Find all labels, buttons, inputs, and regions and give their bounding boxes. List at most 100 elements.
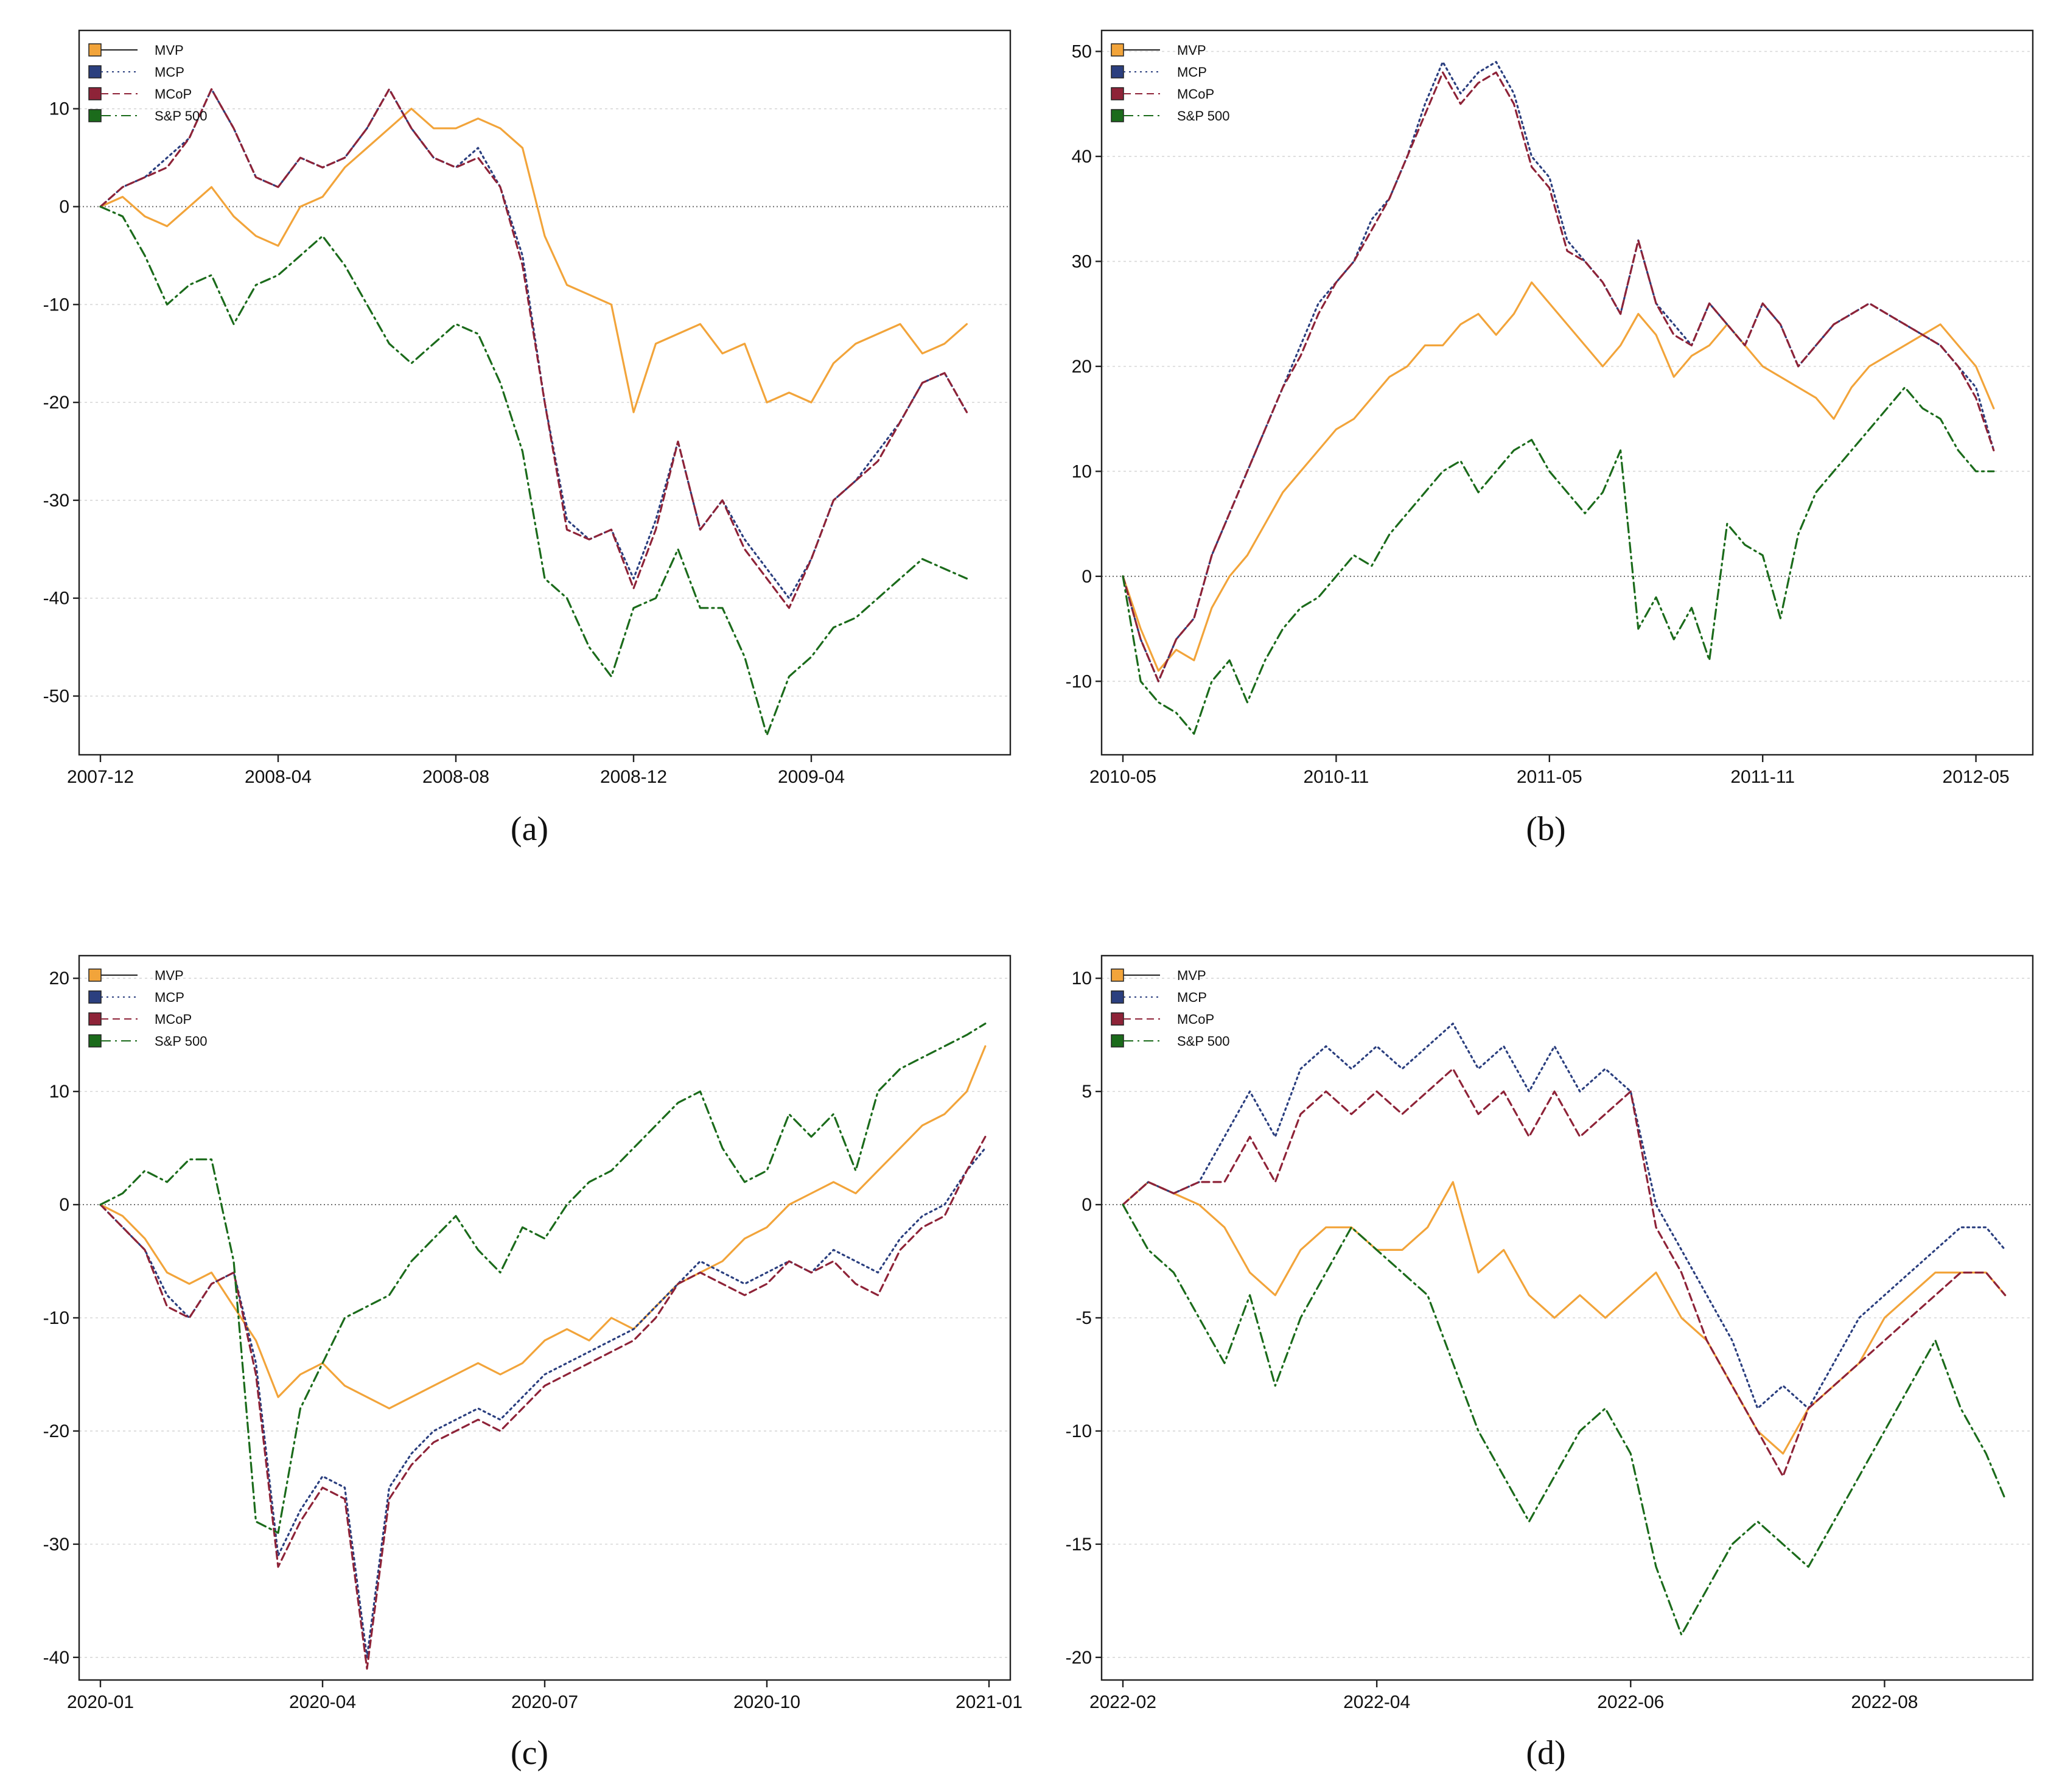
legend-swatch	[88, 968, 102, 982]
chart-d: 10 5 0 -5 -10 -15 -20 2022-02 2022-04 2022-06 2022…	[1066, 954, 2034, 1712]
series-mcop	[1122, 1068, 2007, 1477]
y-tick-label: 0	[1082, 1195, 1092, 1215]
y-tick-label: 10	[1072, 461, 1092, 481]
chart-panel-c: 20 10 0 -10 -20 -30 -40 2020-01 2020-04 2020-07 20…	[37, 950, 1035, 1729]
plot-frame	[78, 29, 1012, 756]
legend-label: MCP	[1177, 990, 1207, 1005]
y-tick-label: -10	[43, 295, 69, 315]
caption-c: (c)	[510, 1734, 549, 1772]
x-tick-label: 2020-01	[67, 1692, 134, 1712]
series-mvp	[1122, 281, 1995, 672]
legend-label: MCP	[1177, 65, 1207, 80]
series-mcop	[1122, 71, 1995, 682]
y-tick-label: -15	[1066, 1535, 1092, 1555]
y-tick-label: -30	[43, 491, 69, 511]
x-tick-label: 2020-10	[733, 1692, 800, 1712]
series-mcop	[99, 1135, 987, 1670]
legend-swatch	[1111, 109, 1124, 122]
x-tick-label: 2020-07	[511, 1692, 578, 1712]
y-tick-label: -10	[1066, 671, 1092, 691]
legend-swatch	[1111, 43, 1124, 57]
y-tick-label: -5	[1075, 1308, 1092, 1328]
legend-label: MCoP	[1177, 86, 1214, 102]
caption-b: (b)	[1526, 810, 1566, 848]
y-tick-label: 0	[59, 1195, 69, 1215]
series-mvp	[99, 1045, 987, 1410]
caption-a: (a)	[510, 810, 549, 848]
series-mvp	[99, 108, 968, 413]
legend-swatch	[1111, 968, 1124, 982]
series-mvp	[1122, 1181, 2007, 1455]
y-tick-label: -10	[1066, 1421, 1092, 1441]
series-s-p-500	[99, 205, 968, 737]
series-s-p-500	[99, 1022, 987, 1534]
legend-swatch	[1111, 65, 1124, 79]
chart-panel-d: 10 5 0 -5 -10 -15 -20 2022-02 2022-04 2022-06 2022…	[1059, 950, 2057, 1729]
chart-c: 20 10 0 -10 -20 -30 -40 2020-01 2020-04 2020-07 20…	[43, 954, 1022, 1712]
y-tick-label: -40	[43, 1648, 69, 1668]
legend-label: MCoP	[1177, 1012, 1214, 1027]
y-tick-label: 5	[1082, 1082, 1092, 1102]
legend-swatch	[1111, 990, 1124, 1004]
series-s-p-500	[1122, 1203, 2007, 1636]
x-tick-label: 2008-12	[600, 767, 667, 787]
legend-label: S&P 500	[155, 1034, 207, 1049]
legend-swatch	[1111, 1012, 1124, 1026]
y-tick-label: 10	[1072, 968, 1092, 989]
legend-label: MCP	[155, 990, 184, 1005]
series-mcop	[99, 88, 968, 609]
chart-panel-a: 10 0 -10 -20 -30 -40 -50 2007-12 2008-04 2008-08 2…	[37, 24, 1035, 803]
legend-label: S&P 500	[1177, 1034, 1229, 1049]
y-tick-label: -10	[43, 1308, 69, 1328]
series-mcp	[1122, 1022, 2007, 1410]
chart-panel-b: 50 40 30 20 10 0 -10 2010-05 2010-11 2011-05 2011-…	[1059, 24, 2057, 803]
x-tick-label: 2008-08	[422, 767, 489, 787]
legend-label: S&P 500	[1177, 108, 1229, 124]
y-tick-label: 10	[49, 1082, 69, 1102]
y-tick-label: 20	[49, 968, 69, 989]
x-tick-label: 2007-12	[67, 767, 134, 787]
x-tick-label: 2021-01	[956, 1692, 1022, 1712]
legend-swatch	[88, 990, 102, 1004]
x-tick-label: 2022-02	[1089, 1692, 1156, 1712]
legend-label: MVP	[155, 968, 184, 983]
y-tick-label: 40	[1072, 147, 1092, 167]
x-tick-label: 2008-04	[245, 767, 312, 787]
x-tick-label: 2010-05	[1089, 767, 1156, 787]
series-s-p-500	[1122, 386, 1995, 735]
legend-swatch	[1111, 1034, 1124, 1048]
legend-label: MVP	[155, 43, 184, 58]
chart-b: 50 40 30 20 10 0 -10 2010-05 2010-11 2011-05 2011-…	[1066, 29, 2034, 787]
x-tick-label: 2022-08	[1851, 1692, 1918, 1712]
legend-swatch	[88, 87, 102, 100]
x-tick-label: 2009-04	[778, 767, 845, 787]
x-tick-label: 2012-05	[1943, 767, 2010, 787]
x-tick-label: 2010-11	[1303, 767, 1369, 787]
legend-label: MCP	[155, 65, 184, 80]
y-tick-label: -20	[1066, 1648, 1092, 1668]
legend-swatch	[88, 1034, 102, 1048]
y-tick-label: 10	[49, 99, 69, 119]
legend-swatch	[88, 1012, 102, 1026]
legend-swatch	[88, 109, 102, 122]
x-tick-label: 2022-04	[1343, 1692, 1410, 1712]
y-tick-label: -50	[43, 687, 69, 707]
y-tick-label: -40	[43, 589, 69, 609]
x-tick-label: 2022-06	[1597, 1692, 1664, 1712]
y-tick-label: -30	[43, 1535, 69, 1555]
y-tick-label: -20	[43, 393, 69, 413]
y-tick-label: 0	[1082, 567, 1092, 587]
series-mcp	[99, 1147, 987, 1659]
legend-label: MCoP	[155, 86, 192, 102]
legend-label: S&P 500	[155, 108, 207, 124]
y-tick-label: 0	[59, 197, 69, 217]
y-tick-label: -20	[43, 1421, 69, 1441]
legend-swatch	[1111, 87, 1124, 100]
y-tick-label: 50	[1072, 41, 1092, 61]
caption-d: (d)	[1526, 1734, 1566, 1772]
legend-swatch	[88, 65, 102, 79]
chart-a: 10 0 -10 -20 -30 -40 -50 2007-12 2008-04 2008-08 2…	[43, 29, 1012, 787]
y-tick-label: 20	[1072, 357, 1092, 377]
legend-label: MVP	[1177, 968, 1206, 983]
legend-label: MVP	[1177, 43, 1206, 58]
